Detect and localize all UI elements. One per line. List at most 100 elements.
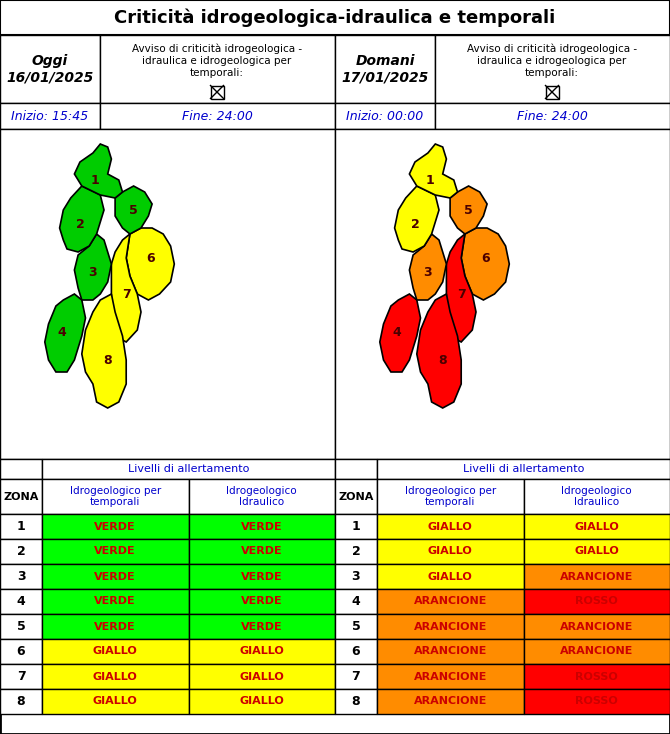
Bar	[377, 589, 523, 614]
Bar	[335, 514, 377, 539]
Bar	[188, 614, 335, 639]
Bar	[545, 85, 559, 98]
Text: VERDE: VERDE	[94, 547, 136, 556]
Text: 5: 5	[17, 620, 25, 633]
Text: 2: 2	[411, 219, 419, 231]
Bar	[377, 479, 523, 514]
Bar	[0, 514, 42, 539]
Bar	[335, 129, 670, 459]
Text: 2: 2	[76, 219, 84, 231]
Text: ROSSO: ROSSO	[576, 697, 618, 707]
Text: 1: 1	[425, 173, 434, 186]
Bar	[377, 539, 523, 564]
Polygon shape	[409, 144, 458, 198]
Bar	[188, 589, 335, 614]
Bar	[377, 614, 523, 639]
Polygon shape	[115, 186, 152, 234]
Text: 8: 8	[17, 695, 25, 708]
Bar	[188, 689, 335, 714]
Text: ARANCIONE: ARANCIONE	[413, 672, 487, 681]
Text: VERDE: VERDE	[94, 572, 136, 581]
Text: ROSSO: ROSSO	[576, 672, 618, 681]
Bar	[42, 614, 188, 639]
Bar	[42, 589, 188, 614]
Polygon shape	[45, 294, 86, 372]
Bar	[335, 664, 377, 689]
Text: VERDE: VERDE	[241, 572, 283, 581]
Polygon shape	[395, 186, 439, 252]
Text: 8: 8	[352, 695, 360, 708]
Text: ARANCIONE: ARANCIONE	[413, 697, 487, 707]
Text: Oggi
16/01/2025: Oggi 16/01/2025	[7, 54, 94, 84]
Bar	[0, 639, 42, 664]
Text: 6: 6	[146, 252, 155, 264]
Text: ARANCIONE: ARANCIONE	[413, 597, 487, 606]
Text: VERDE: VERDE	[241, 597, 283, 606]
Text: Avviso di criticità idrogeologica -
idraulica e idrogeologica per
temporali:: Avviso di criticità idrogeologica - idra…	[132, 44, 302, 78]
Text: 7: 7	[17, 670, 25, 683]
Text: ARANCIONE: ARANCIONE	[413, 622, 487, 631]
Bar	[377, 664, 523, 689]
Bar	[335, 589, 377, 614]
Text: ZONA: ZONA	[3, 492, 39, 501]
Bar	[0, 689, 42, 714]
Text: GIALLO: GIALLO	[428, 547, 472, 556]
Text: 8: 8	[438, 354, 447, 366]
Text: VERDE: VERDE	[94, 597, 136, 606]
Bar	[523, 689, 670, 714]
Text: GIALLO: GIALLO	[239, 647, 284, 656]
Text: VERDE: VERDE	[94, 521, 136, 531]
Text: 7: 7	[352, 670, 360, 683]
Text: GIALLO: GIALLO	[428, 521, 472, 531]
Bar	[435, 35, 670, 103]
Text: ROSSO: ROSSO	[576, 597, 618, 606]
Bar	[42, 564, 188, 589]
Bar	[42, 539, 188, 564]
Bar	[42, 689, 188, 714]
Bar	[42, 459, 335, 479]
Bar	[335, 35, 435, 103]
Polygon shape	[111, 234, 141, 342]
Bar	[435, 103, 670, 129]
Text: 3: 3	[423, 266, 432, 280]
Text: GIALLO: GIALLO	[239, 697, 284, 707]
Text: GIALLO: GIALLO	[93, 697, 137, 707]
Bar	[188, 514, 335, 539]
Text: 3: 3	[17, 570, 25, 583]
Bar	[188, 479, 335, 514]
Bar	[335, 459, 377, 479]
Bar	[377, 639, 523, 664]
Text: 6: 6	[352, 645, 360, 658]
Text: Idrogeologico
Idraulico: Idrogeologico Idraulico	[226, 486, 297, 507]
Text: 7: 7	[122, 288, 131, 300]
Text: 7: 7	[457, 288, 466, 300]
Polygon shape	[461, 228, 509, 300]
Text: ARANCIONE: ARANCIONE	[413, 647, 487, 656]
Text: 3: 3	[352, 570, 360, 583]
Bar	[188, 639, 335, 664]
Polygon shape	[409, 234, 446, 300]
Text: 5: 5	[129, 203, 138, 217]
Bar	[0, 614, 42, 639]
Text: GIALLO: GIALLO	[93, 672, 137, 681]
Text: ARANCIONE: ARANCIONE	[560, 647, 633, 656]
Text: 4: 4	[57, 327, 66, 340]
Text: 4: 4	[392, 327, 401, 340]
Text: Inizio: 00:00: Inizio: 00:00	[346, 109, 423, 123]
Bar	[523, 589, 670, 614]
Bar	[188, 539, 335, 564]
Text: Idrogeologico
Idraulico: Idrogeologico Idraulico	[561, 486, 632, 507]
Bar	[523, 479, 670, 514]
Polygon shape	[417, 294, 461, 408]
Bar	[0, 35, 100, 103]
Text: 5: 5	[352, 620, 360, 633]
Polygon shape	[74, 144, 123, 198]
Bar	[377, 459, 670, 479]
Text: GIALLO: GIALLO	[428, 572, 472, 581]
Bar	[335, 564, 377, 589]
Bar	[335, 614, 377, 639]
Text: 3: 3	[88, 266, 97, 280]
Bar	[42, 514, 188, 539]
Bar	[0, 0, 670, 35]
Text: ARANCIONE: ARANCIONE	[560, 622, 633, 631]
